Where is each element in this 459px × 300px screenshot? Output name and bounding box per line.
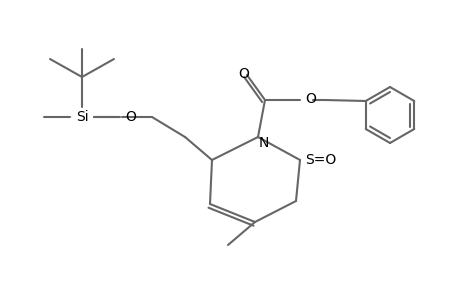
Text: Si: Si [76,110,88,124]
Text: O: O [304,92,315,106]
Text: S=O: S=O [304,153,336,167]
Text: O: O [125,110,135,124]
Text: N: N [258,136,269,150]
Text: O: O [238,67,249,81]
